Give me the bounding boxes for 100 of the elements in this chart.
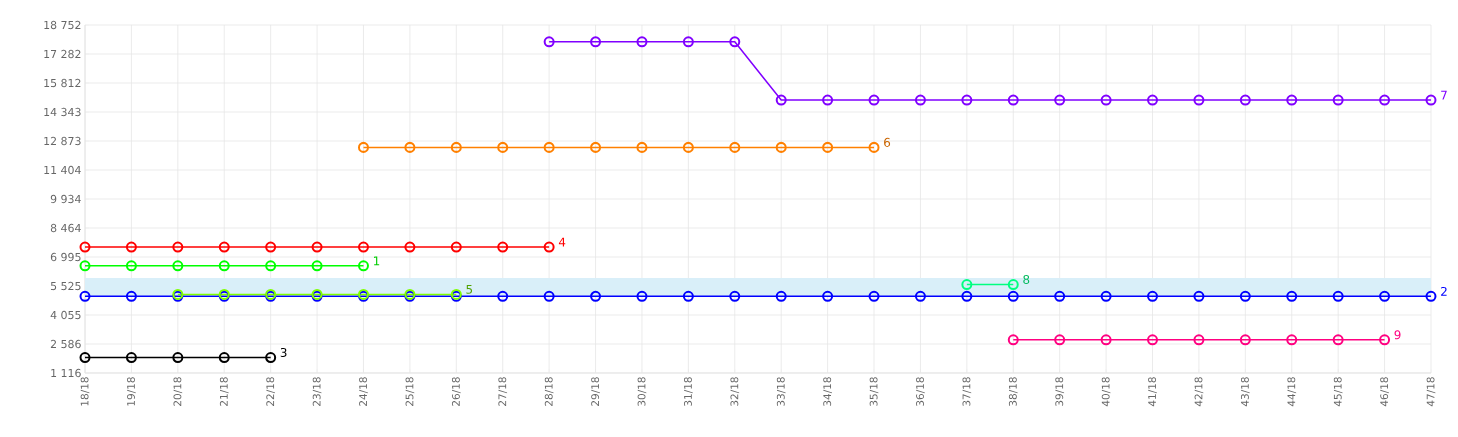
- point: [590, 290, 602, 302]
- x-tick-label: 35/18: [869, 377, 879, 406]
- point: [729, 141, 741, 153]
- point: [1007, 279, 1019, 291]
- point: [775, 141, 787, 153]
- point: [1332, 334, 1344, 346]
- point: [218, 352, 230, 364]
- point: [125, 352, 137, 364]
- point: [218, 241, 230, 253]
- point: [79, 290, 91, 302]
- point: [868, 141, 880, 153]
- y-tick-label: 9 934: [50, 194, 81, 204]
- point: [1054, 290, 1066, 302]
- x-tick-label: 29/18: [591, 377, 600, 406]
- point: [1332, 94, 1344, 106]
- point: [79, 260, 91, 272]
- y-tick-label: 14 343: [44, 107, 81, 117]
- point: [543, 141, 555, 153]
- y-tick-label: 17 282: [44, 49, 81, 59]
- x-tick-label: 18/18: [80, 377, 90, 406]
- y-tick-label: 5 525: [50, 281, 81, 291]
- x-tick-label: 32/18: [730, 377, 740, 406]
- x-tick-label: 37/18: [962, 377, 972, 406]
- point: [1147, 290, 1158, 302]
- point: [265, 241, 277, 253]
- x-tick-label: 28/18: [544, 377, 554, 406]
- point: [1193, 290, 1205, 302]
- point: [497, 141, 509, 153]
- point: [543, 290, 555, 302]
- x-tick-label: 33/18: [776, 377, 786, 406]
- point: [1007, 94, 1019, 106]
- point: [265, 260, 277, 272]
- x-tick-label: 25/18: [405, 377, 415, 406]
- point: [636, 290, 648, 302]
- point: [125, 260, 137, 272]
- point: [125, 241, 137, 253]
- x-tick-label: 43/18: [1240, 377, 1250, 407]
- x-tick-label: 30/18: [637, 377, 647, 406]
- series-label: 1: [373, 256, 380, 266]
- point: [125, 290, 137, 302]
- point: [1379, 94, 1391, 106]
- point: [1332, 290, 1344, 302]
- x-tick-label: 20/18: [173, 377, 183, 406]
- point: [868, 94, 880, 106]
- point: [1239, 94, 1251, 106]
- x-tick-label: 21/18: [219, 377, 229, 406]
- x-tick-label: 39/18: [1055, 377, 1065, 406]
- x-tick-label: 41/18: [1148, 377, 1157, 407]
- point: [1100, 290, 1112, 302]
- point: [1007, 334, 1019, 346]
- y-tick-label: 4 055: [50, 310, 81, 320]
- point: [311, 260, 323, 272]
- series-label: 4: [558, 237, 566, 247]
- point: [868, 290, 880, 302]
- point: [961, 290, 973, 302]
- point: [543, 36, 555, 48]
- series-label: 6: [884, 137, 891, 147]
- point: [1054, 334, 1066, 346]
- point: [1286, 94, 1298, 106]
- x-tick-label: 45/18: [1333, 377, 1343, 407]
- y-tick-label: 15 812: [44, 78, 81, 88]
- point: [822, 141, 834, 153]
- x-tick-label: 23/18: [312, 377, 322, 406]
- point: [497, 290, 509, 302]
- point: [1425, 94, 1437, 106]
- point: [543, 241, 555, 253]
- point: [961, 94, 973, 106]
- x-tick-label: 38/18: [1008, 377, 1018, 406]
- series-label: 3: [280, 348, 287, 358]
- point: [1425, 290, 1437, 302]
- point: [961, 279, 973, 291]
- x-tick-label: 26/18: [451, 377, 461, 406]
- x-tick-label: 47/18: [1426, 377, 1436, 407]
- point: [404, 241, 416, 253]
- point: [1286, 334, 1298, 346]
- point: [682, 141, 694, 153]
- point: [1147, 94, 1158, 106]
- point: [590, 141, 602, 153]
- point: [729, 290, 741, 302]
- point: [682, 36, 694, 48]
- x-tick-label: 19/18: [127, 377, 136, 406]
- x-tick-label: 42/18: [1194, 377, 1204, 407]
- point: [218, 260, 230, 272]
- point: [775, 290, 787, 302]
- point: [1193, 94, 1205, 106]
- point: [450, 141, 462, 153]
- y-tick-label: 8 464: [50, 223, 81, 233]
- series-label: 8: [1023, 274, 1030, 285]
- point: [357, 141, 369, 153]
- point: [1100, 94, 1112, 106]
- x-tick-label: 40/18: [1101, 377, 1111, 407]
- point: [79, 352, 91, 364]
- x-tick-label: 27/18: [498, 377, 508, 406]
- point: [79, 241, 91, 253]
- series-label: 2: [1441, 286, 1447, 296]
- series-label: 9: [1394, 330, 1401, 340]
- point: [1239, 290, 1251, 302]
- x-tick-label: 31/18: [684, 377, 693, 406]
- series-label: 7: [1441, 90, 1447, 100]
- point: [357, 241, 369, 253]
